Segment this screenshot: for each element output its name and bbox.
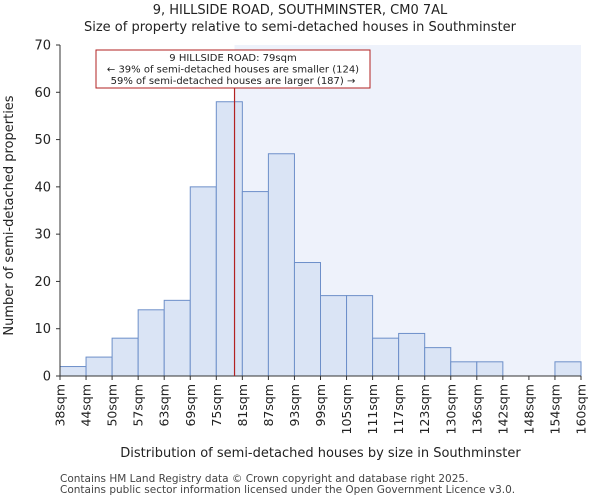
x-tick-label-123sqm: 123sqm [417, 384, 432, 434]
bar-81sqm [241, 191, 269, 377]
bar-105sqm [346, 295, 374, 377]
x-tick-label-44sqm: 44sqm [79, 384, 94, 427]
x-tick-label-38sqm: 38sqm [53, 384, 68, 427]
bar-111sqm [372, 337, 400, 377]
x-tick-label-136sqm: 136sqm [469, 384, 484, 434]
annotation-line-1: 9 HILLSIDE ROAD: 79sqm [169, 53, 296, 64]
y-tick-label-0: 0 [43, 370, 51, 385]
x-tick-label-87sqm: 87sqm [261, 384, 276, 427]
y-axis-label: Number of semi-detached properties [2, 95, 17, 335]
x-tick-label-81sqm: 81sqm [235, 384, 250, 427]
bar-38sqm [59, 366, 87, 377]
y-tick-label-30: 30 [34, 228, 51, 243]
x-tick-label-69sqm: 69sqm [183, 384, 198, 427]
x-axis-label: Distribution of semi-detached houses by … [120, 446, 521, 461]
chart-title: 9, HILLSIDE ROAD, SOUTHMINSTER, CM0 7AL [152, 3, 448, 18]
x-tick-label-111sqm: 111sqm [365, 384, 380, 434]
bar-75sqm [215, 101, 243, 377]
x-tick-label-50sqm: 50sqm [105, 384, 120, 427]
y-tick-label-60: 60 [34, 86, 51, 101]
chart-subtitle: Size of property relative to semi-detach… [83, 20, 517, 35]
bar-130sqm [450, 361, 478, 377]
x-tick-label-130sqm: 130sqm [443, 384, 458, 434]
bar-136sqm [476, 361, 504, 377]
x-tick-label-160sqm: 160sqm [574, 384, 589, 434]
y-tick-label-20: 20 [34, 275, 51, 290]
bar-87sqm [267, 153, 295, 377]
y-tick-label-10: 10 [34, 322, 51, 337]
y-tick-label-50: 50 [34, 133, 51, 148]
bar-44sqm [85, 356, 113, 377]
bar-117sqm [398, 332, 426, 377]
bar-69sqm [189, 186, 217, 377]
footer-copyright: Contains HM Land Registry data © Crown c… [60, 473, 469, 485]
bar-57sqm [137, 309, 165, 377]
footer-licence: Contains public sector information licen… [60, 484, 516, 496]
annotation-line-2: ← 39% of semi-detached houses are smalle… [107, 65, 359, 76]
bar-93sqm [293, 262, 322, 377]
bar-154sqm [554, 361, 582, 377]
x-tick-label-99sqm: 99sqm [313, 384, 328, 427]
annotation-box [95, 49, 371, 89]
x-tick-label-154sqm: 154sqm [547, 384, 562, 434]
x-tick-label-117sqm: 117sqm [391, 384, 406, 434]
bar-63sqm [163, 299, 191, 377]
x-tick-label-105sqm: 105sqm [339, 384, 354, 434]
y-tick-label-70: 70 [34, 39, 51, 54]
x-tick-label-148sqm: 148sqm [521, 384, 536, 434]
x-tick-label-75sqm: 75sqm [209, 384, 224, 427]
bar-123sqm [424, 347, 452, 377]
x-tick-label-142sqm: 142sqm [495, 384, 510, 434]
annotation-line-3: 59% of semi-detached houses are larger (… [111, 76, 356, 87]
x-tick-label-57sqm: 57sqm [131, 384, 146, 427]
bar-99sqm [320, 295, 348, 377]
y-tick-label-40: 40 [34, 180, 51, 195]
bar-50sqm [111, 337, 139, 377]
histogram-chart: 0 10 20 30 40 50 60 70 38sqm 44sqm 50sqm 57sqm 63sqm… [2, 39, 589, 462]
x-tick-label-93sqm: 93sqm [287, 384, 302, 427]
x-tick-label-63sqm: 63sqm [157, 384, 172, 427]
